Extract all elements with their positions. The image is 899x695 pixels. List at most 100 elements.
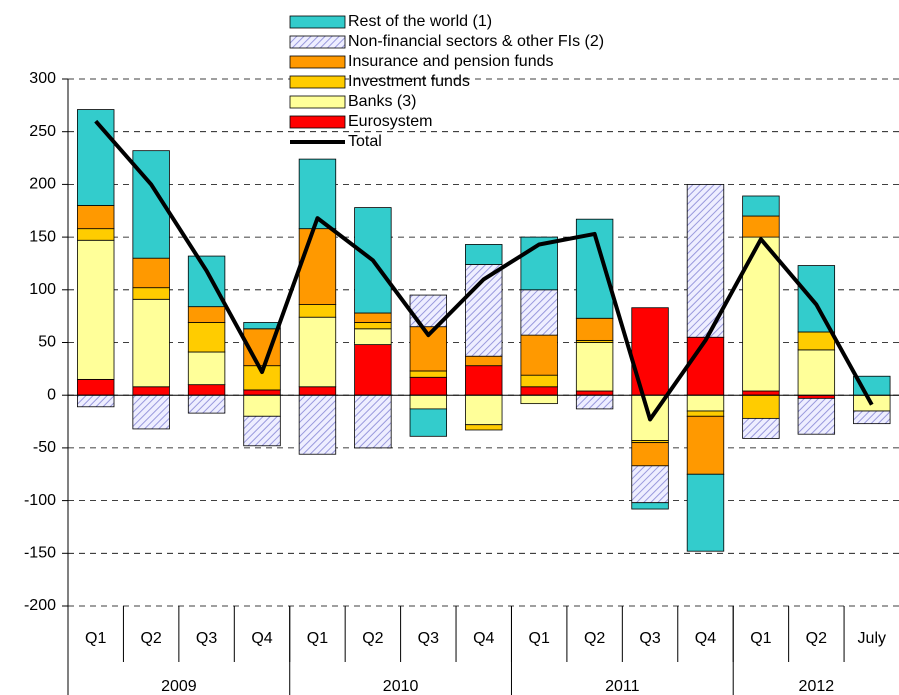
- bar-segment: [187, 384, 226, 396]
- legend-label: Insurance and pension funds: [348, 53, 553, 70]
- y-tick-label: -50: [33, 439, 56, 456]
- bar-segment: [742, 394, 780, 419]
- y-tick-label: 50: [38, 334, 56, 351]
- bar-segment: [686, 183, 725, 338]
- bar-segment: [520, 394, 558, 405]
- bar-segment: [575, 394, 614, 410]
- x-tick-label: Q2: [362, 630, 383, 647]
- x-tick-label: Q4: [695, 630, 716, 647]
- bar-segment: [409, 394, 448, 410]
- legend-swatch: [289, 75, 346, 89]
- y-tick-label: 100: [29, 281, 56, 298]
- bar-segment: [520, 386, 558, 396]
- x-tick-label: Q3: [639, 630, 660, 647]
- bar-segment: [132, 298, 170, 388]
- legend-label: Eurosystem: [348, 113, 432, 130]
- bar-segment: [187, 255, 226, 308]
- y-tick-label: -200: [24, 597, 56, 614]
- legend-label: Non-financial sectors & other FIs (2): [348, 33, 604, 50]
- bar-segment: [465, 244, 503, 265]
- bar-segment: [132, 386, 170, 396]
- legend-swatch: [289, 55, 346, 69]
- bar-segment: [409, 370, 448, 378]
- bar-segment: [298, 386, 337, 396]
- y-tick-label: -150: [24, 545, 56, 562]
- bar-segment: [298, 228, 337, 305]
- bar-segment: [853, 410, 891, 425]
- legend-label: Total: [348, 133, 382, 150]
- bar-segment: [354, 322, 392, 330]
- y-tick-label: 200: [29, 176, 56, 193]
- bar-segment: [631, 442, 669, 467]
- bar-segment: [520, 289, 558, 336]
- x-tick-label: Q1: [85, 630, 106, 647]
- x-tick-label: Q1: [307, 630, 328, 647]
- x-tick-label: Q4: [473, 630, 494, 647]
- bar-segment: [575, 342, 614, 392]
- bar-segment: [742, 390, 780, 396]
- group-label: 2009: [161, 678, 197, 695]
- y-tick-label: 0: [47, 386, 56, 403]
- bar-segment: [797, 397, 836, 435]
- bar-segment: [132, 287, 170, 300]
- bar-segment: [465, 394, 503, 426]
- y-tick-label: -100: [24, 492, 56, 509]
- legend-swatch: [289, 115, 346, 129]
- bar-segment: [187, 351, 226, 386]
- legend-swatch: [289, 35, 346, 49]
- bar-segment: [354, 328, 392, 346]
- bar-segment: [243, 389, 281, 396]
- bar-segment: [187, 394, 226, 414]
- bar-segment: [77, 228, 115, 241]
- group-label: 2010: [383, 678, 419, 695]
- bar-segment: [797, 331, 836, 351]
- bar-segment: [77, 394, 115, 408]
- x-tick-label: July: [858, 630, 886, 647]
- bar-segment: [465, 424, 503, 431]
- bar-segment: [797, 265, 836, 333]
- bar-segment: [520, 374, 558, 388]
- legend-label: Rest of the world (1): [348, 13, 492, 30]
- bar-segment: [77, 239, 115, 380]
- x-tick-label: Q3: [418, 630, 439, 647]
- x-tick-label: Q1: [529, 630, 550, 647]
- bar-segment: [354, 344, 392, 396]
- bar-segment: [686, 394, 725, 412]
- bar-segment: [631, 465, 669, 504]
- bar-segment: [465, 355, 503, 367]
- bar-segment: [686, 415, 725, 475]
- total-line: [94, 119, 874, 422]
- bar-segment: [354, 312, 392, 323]
- legend-label: Banks (3): [348, 93, 416, 110]
- bar-segment: [77, 205, 115, 230]
- bar-segment: [742, 195, 780, 217]
- bar-segment: [409, 408, 448, 437]
- bar-segment: [132, 257, 170, 289]
- bar-segment: [187, 306, 226, 323]
- bar-segment: [575, 317, 614, 341]
- bar-segment: [686, 473, 725, 552]
- bar-segment: [298, 304, 337, 318]
- x-tick-label: Q2: [806, 630, 827, 647]
- bar-segment: [409, 376, 448, 396]
- bar-segment: [243, 322, 281, 330]
- bar-segment: [298, 316, 337, 388]
- bar-segment: [742, 417, 780, 439]
- bar-segment: [575, 390, 614, 396]
- bar-segment: [465, 365, 503, 396]
- bar-segment: [298, 394, 337, 455]
- y-tick-label: 250: [29, 123, 56, 140]
- bar-segment: [631, 502, 669, 510]
- bar-segment: [686, 336, 725, 396]
- x-tick-label: Q4: [251, 630, 272, 647]
- legend-swatch: [289, 15, 346, 29]
- bar-segment: [77, 109, 115, 206]
- group-label: 2011: [605, 678, 640, 695]
- x-tick-label: Q3: [196, 630, 217, 647]
- group-label: 2012: [799, 678, 835, 695]
- bar-segment: [243, 415, 281, 447]
- bar-segment: [132, 394, 170, 430]
- bar-segment: [354, 394, 392, 449]
- legend-label: Investment funds: [348, 73, 470, 90]
